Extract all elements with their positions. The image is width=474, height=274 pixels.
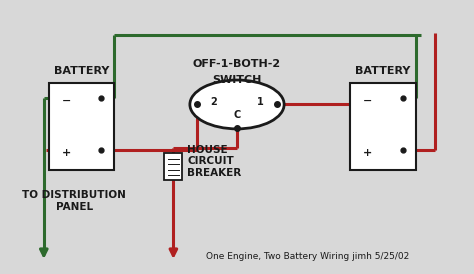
Text: −: − — [363, 96, 373, 106]
Text: −: − — [62, 96, 71, 106]
Text: SWITCH: SWITCH — [212, 75, 262, 85]
Text: TO DISTRIBUTION
PANEL: TO DISTRIBUTION PANEL — [22, 190, 127, 212]
Text: HOUSE
CIRCUIT
BREAKER: HOUSE CIRCUIT BREAKER — [187, 145, 241, 178]
Text: +: + — [62, 148, 71, 158]
Bar — [350, 83, 416, 170]
Text: BATTERY: BATTERY — [356, 66, 411, 76]
Bar — [164, 153, 182, 180]
Text: One Engine, Two Battery Wiring jimh 5/25/02: One Engine, Two Battery Wiring jimh 5/25… — [206, 252, 410, 261]
Text: OFF-1-BOTH-2: OFF-1-BOTH-2 — [193, 59, 281, 69]
Text: +: + — [363, 148, 373, 158]
Text: 1: 1 — [257, 97, 264, 107]
Text: 2: 2 — [210, 97, 217, 107]
Ellipse shape — [190, 80, 284, 129]
Text: C: C — [233, 110, 241, 121]
Bar — [48, 83, 115, 170]
Text: BATTERY: BATTERY — [54, 66, 109, 76]
